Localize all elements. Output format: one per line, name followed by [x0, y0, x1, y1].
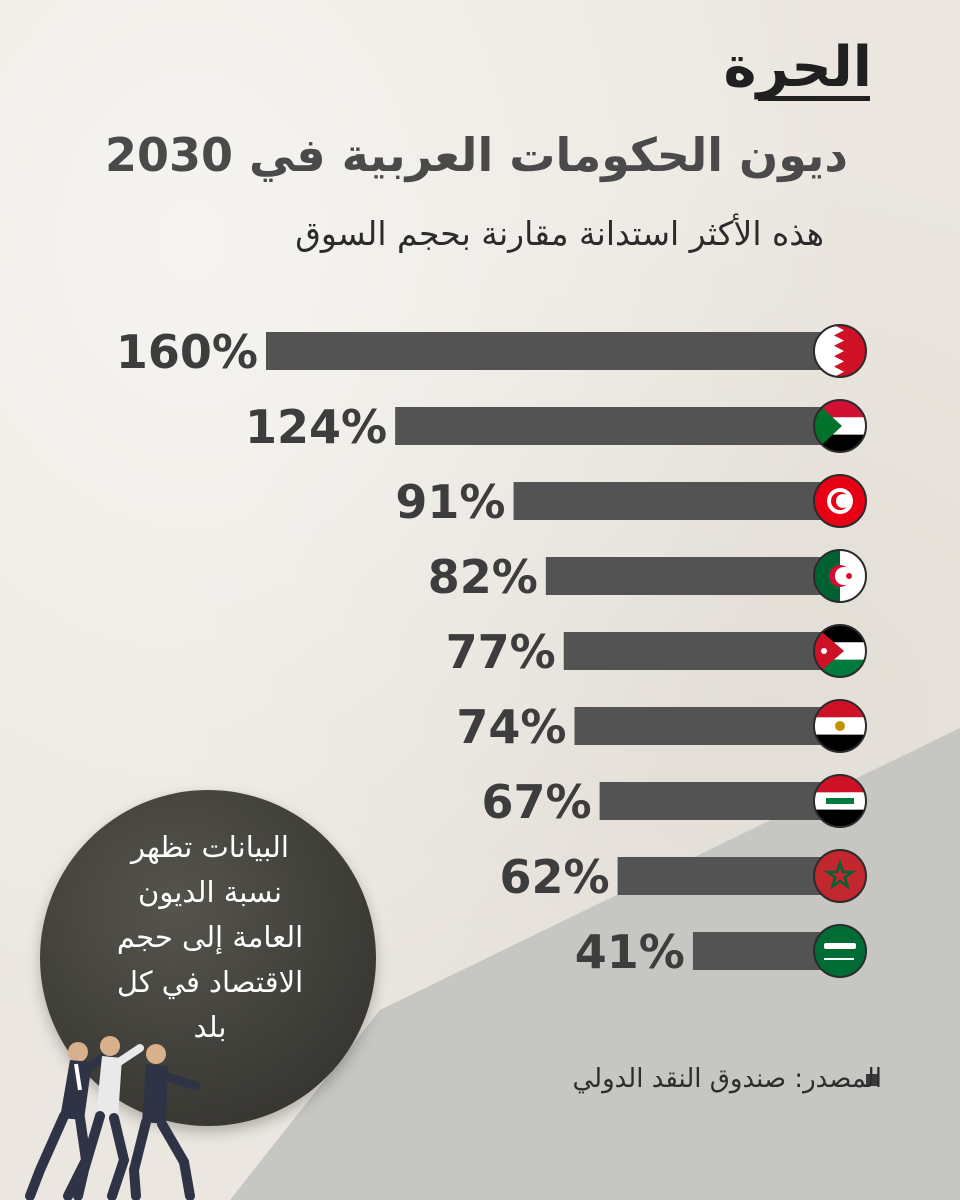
- value-label: 82%: [428, 550, 538, 604]
- value-label: 67%: [482, 775, 592, 829]
- value-label: 62%: [499, 850, 609, 904]
- bar: [617, 857, 840, 895]
- value-label: 124%: [245, 400, 387, 454]
- bar: [266, 332, 840, 370]
- note-line: بلد: [193, 1010, 227, 1044]
- iraq-flag-icon: [813, 774, 867, 828]
- businessman-figure: [73, 1036, 144, 1200]
- note-bubble: [40, 790, 376, 1126]
- alhurra-logo: الحرة: [723, 35, 873, 100]
- note-text: البيانات تظهر نسبة الديون العامة إلى حجم…: [90, 825, 330, 1050]
- businessman-figure: [128, 1044, 201, 1200]
- source-marker: [866, 1074, 878, 1086]
- note-line: نسبة الديون: [138, 875, 282, 909]
- bar: [395, 407, 840, 445]
- value-label: 77%: [446, 625, 556, 679]
- value-label: 41%: [575, 925, 685, 979]
- value-label: 160%: [116, 325, 258, 379]
- note-line: الاقتصاد في كل: [116, 965, 304, 999]
- logo-underline: [758, 96, 870, 101]
- tunisia-flag-icon: [813, 474, 867, 528]
- saudi-arabia-flag-icon: [813, 924, 867, 978]
- algeria-flag-icon: [813, 549, 867, 603]
- source-text: المصدر: صندوق النقد الدولي: [572, 1064, 882, 1094]
- businessmen-illustration: [25, 1036, 201, 1200]
- note-line: البيانات تظهر: [131, 830, 289, 864]
- value-label: 91%: [395, 475, 505, 529]
- chart-title: ديون الحكومات العربية في 2030: [104, 128, 848, 182]
- egypt-flag-icon: [813, 699, 867, 753]
- bar: [513, 482, 840, 520]
- bar: [563, 632, 840, 670]
- sudan-flag-icon: [813, 399, 867, 453]
- chart-subtitle: هذه الأكثر استدانة مقارنة بحجم السوق: [295, 214, 824, 253]
- morocco-flag-icon: [813, 849, 867, 903]
- bar: [545, 557, 840, 595]
- bahrain-flag-icon: [813, 324, 867, 378]
- bar: [599, 782, 840, 820]
- bar: [574, 707, 840, 745]
- note-line: العامة إلى حجم: [116, 920, 304, 954]
- jordan-flag-icon: [813, 624, 867, 678]
- value-label: 74%: [456, 700, 566, 754]
